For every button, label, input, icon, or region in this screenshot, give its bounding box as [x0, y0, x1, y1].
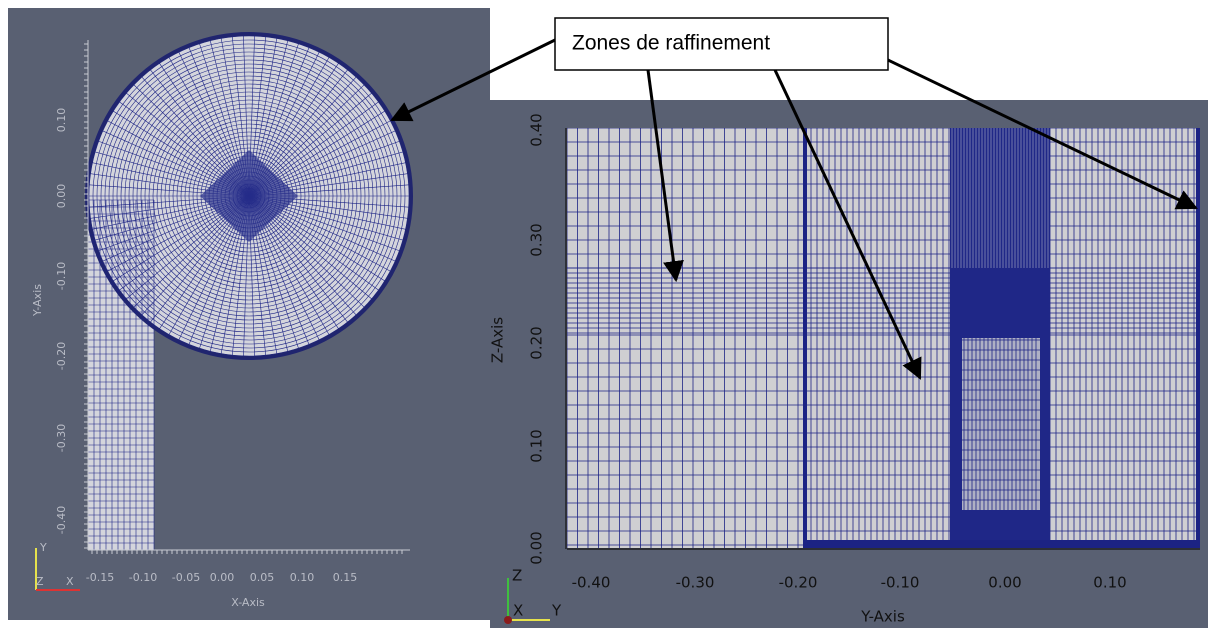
orientation-label: Y [551, 602, 562, 620]
wall-band [803, 128, 807, 548]
x-tick-label: 0.00 [210, 571, 235, 584]
wall-band [1196, 128, 1200, 548]
y-axis-title: Z-Axis [489, 317, 507, 363]
x-tick-label: 0.10 [290, 571, 315, 584]
orientation-label: Z [36, 575, 44, 588]
orientation-label: X [66, 575, 74, 588]
callout-text: Zones de raffinement [572, 32, 770, 55]
x-tick-label: -0.05 [172, 571, 200, 584]
x-tick-label: 0.10 [1093, 574, 1126, 592]
x-tick-label: -0.10 [881, 574, 920, 592]
x-tick-label: -0.30 [676, 574, 715, 592]
y-tick-label: -0.40 [55, 506, 68, 534]
wall-band [805, 540, 1200, 548]
y-tick-label: 0.10 [528, 429, 546, 462]
x-axis-title: Y-Axis [860, 608, 905, 626]
orientation-label: Z [512, 567, 522, 585]
y-tick-label: 0.30 [528, 223, 546, 256]
y-tick-label: 0.40 [528, 113, 546, 146]
orientation-origin [504, 616, 512, 624]
right-mesh [566, 128, 1200, 549]
x-tick-label: -0.10 [129, 571, 157, 584]
x-tick-label: -0.20 [779, 574, 818, 592]
x-tick-label: -0.15 [86, 571, 114, 584]
y-tick-label: 0.10 [55, 108, 68, 133]
y-tick-label: -0.30 [55, 424, 68, 452]
y-axis-title: Y-Axis [31, 284, 44, 317]
y-tick-label: -0.20 [55, 342, 68, 370]
orientation-label: X [513, 602, 523, 620]
orientation-label: Y [39, 541, 47, 554]
x-tick-label: -0.40 [572, 574, 611, 592]
x-tick-label: 0.05 [250, 571, 275, 584]
x-tick-label: 0.00 [988, 574, 1021, 592]
y-tick-label: 0.20 [528, 326, 546, 359]
figure: 0.10 0.00 -0.10 -0.20 -0.30 -0.40 -0.15 -0.10 -0… [0, 0, 1208, 628]
x-axis-title: X-Axis [231, 596, 265, 609]
plot-area [567, 128, 1200, 548]
y-tick-label: 0.00 [55, 184, 68, 209]
y-tick-label: 0.00 [528, 531, 546, 564]
y-tick-label: -0.10 [55, 262, 68, 290]
x-tick-label: 0.15 [333, 571, 358, 584]
